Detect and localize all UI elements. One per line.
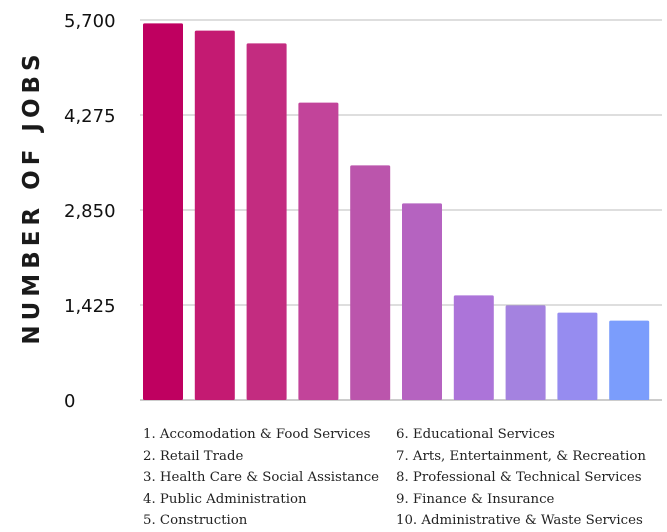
legend-item-9: 9. Finance & Insurance <box>396 491 555 507</box>
legend-item-4: 4. Public Administration <box>143 491 307 507</box>
y-tick-label-1: 0 <box>64 391 75 412</box>
y-tick-label-3: 2,850 <box>64 201 116 222</box>
legend-item-3: 3. Health Care & Social Assistance <box>143 470 380 486</box>
legend-item-5: 5. Construction <box>143 513 248 529</box>
legend: 1. Accomodation & Food Services 2. Retai… <box>143 424 663 528</box>
bar-4 <box>298 102 339 401</box>
y-axis-label: NUMBER OF JOBS <box>19 49 45 345</box>
bar-2 <box>194 30 235 401</box>
legend-column-1: 1. Accomodation & Food Services 2. Retai… <box>143 424 379 532</box>
y-tick-label-4: 4,275 <box>64 106 116 127</box>
bar-3 <box>246 43 287 400</box>
bar-10 <box>609 320 650 400</box>
legend-item-1: 1. Accomodation & Food Services <box>143 427 371 442</box>
y-axis-label-box: NUMBER OF JOBS <box>0 0 60 400</box>
bar-8 <box>505 305 546 400</box>
plot-area: 0 1,425 2,850 4,275 5,700 <box>64 11 662 412</box>
bar-5 <box>350 165 391 400</box>
legend-item-6: 6. Educational Services <box>396 427 555 442</box>
legend-column-2: 6. Educational Services 7. Arts, Enterta… <box>396 424 646 532</box>
y-tick-label-5: 5,700 <box>64 11 116 32</box>
legend-item-8: 8. Professional & Technical Services <box>396 470 642 486</box>
legend-item-10: 10. Administrative & Waste Services <box>396 513 643 529</box>
bar-6 <box>402 203 442 400</box>
bar-1 <box>143 23 183 400</box>
bar-9 <box>557 312 598 400</box>
legend-item-7: 7. Arts, Entertainment, & Recreation <box>396 448 646 464</box>
y-tick-label-2: 1,425 <box>64 296 116 317</box>
legend-item-2: 2. Retail Trade <box>143 448 244 464</box>
bar-7 <box>453 295 494 400</box>
